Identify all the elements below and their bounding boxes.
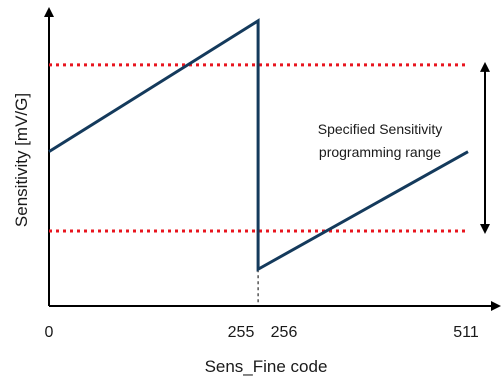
x-tick-label-255: 255 <box>228 324 255 341</box>
annotation-line-1: Specified Sensitivity <box>318 121 443 137</box>
y-axis-label: Sensitivity [mV/G] <box>12 93 31 227</box>
x-axis-label: Sens_Fine code <box>205 357 328 376</box>
x-tick-label-511: 511 <box>453 324 479 341</box>
x-tick-label-256: 256 <box>271 324 298 341</box>
x-tick-label-0: 0 <box>45 324 54 341</box>
sensitivity-sawtooth-line <box>48 18 469 272</box>
annotation-line-2: programming range <box>319 144 441 160</box>
